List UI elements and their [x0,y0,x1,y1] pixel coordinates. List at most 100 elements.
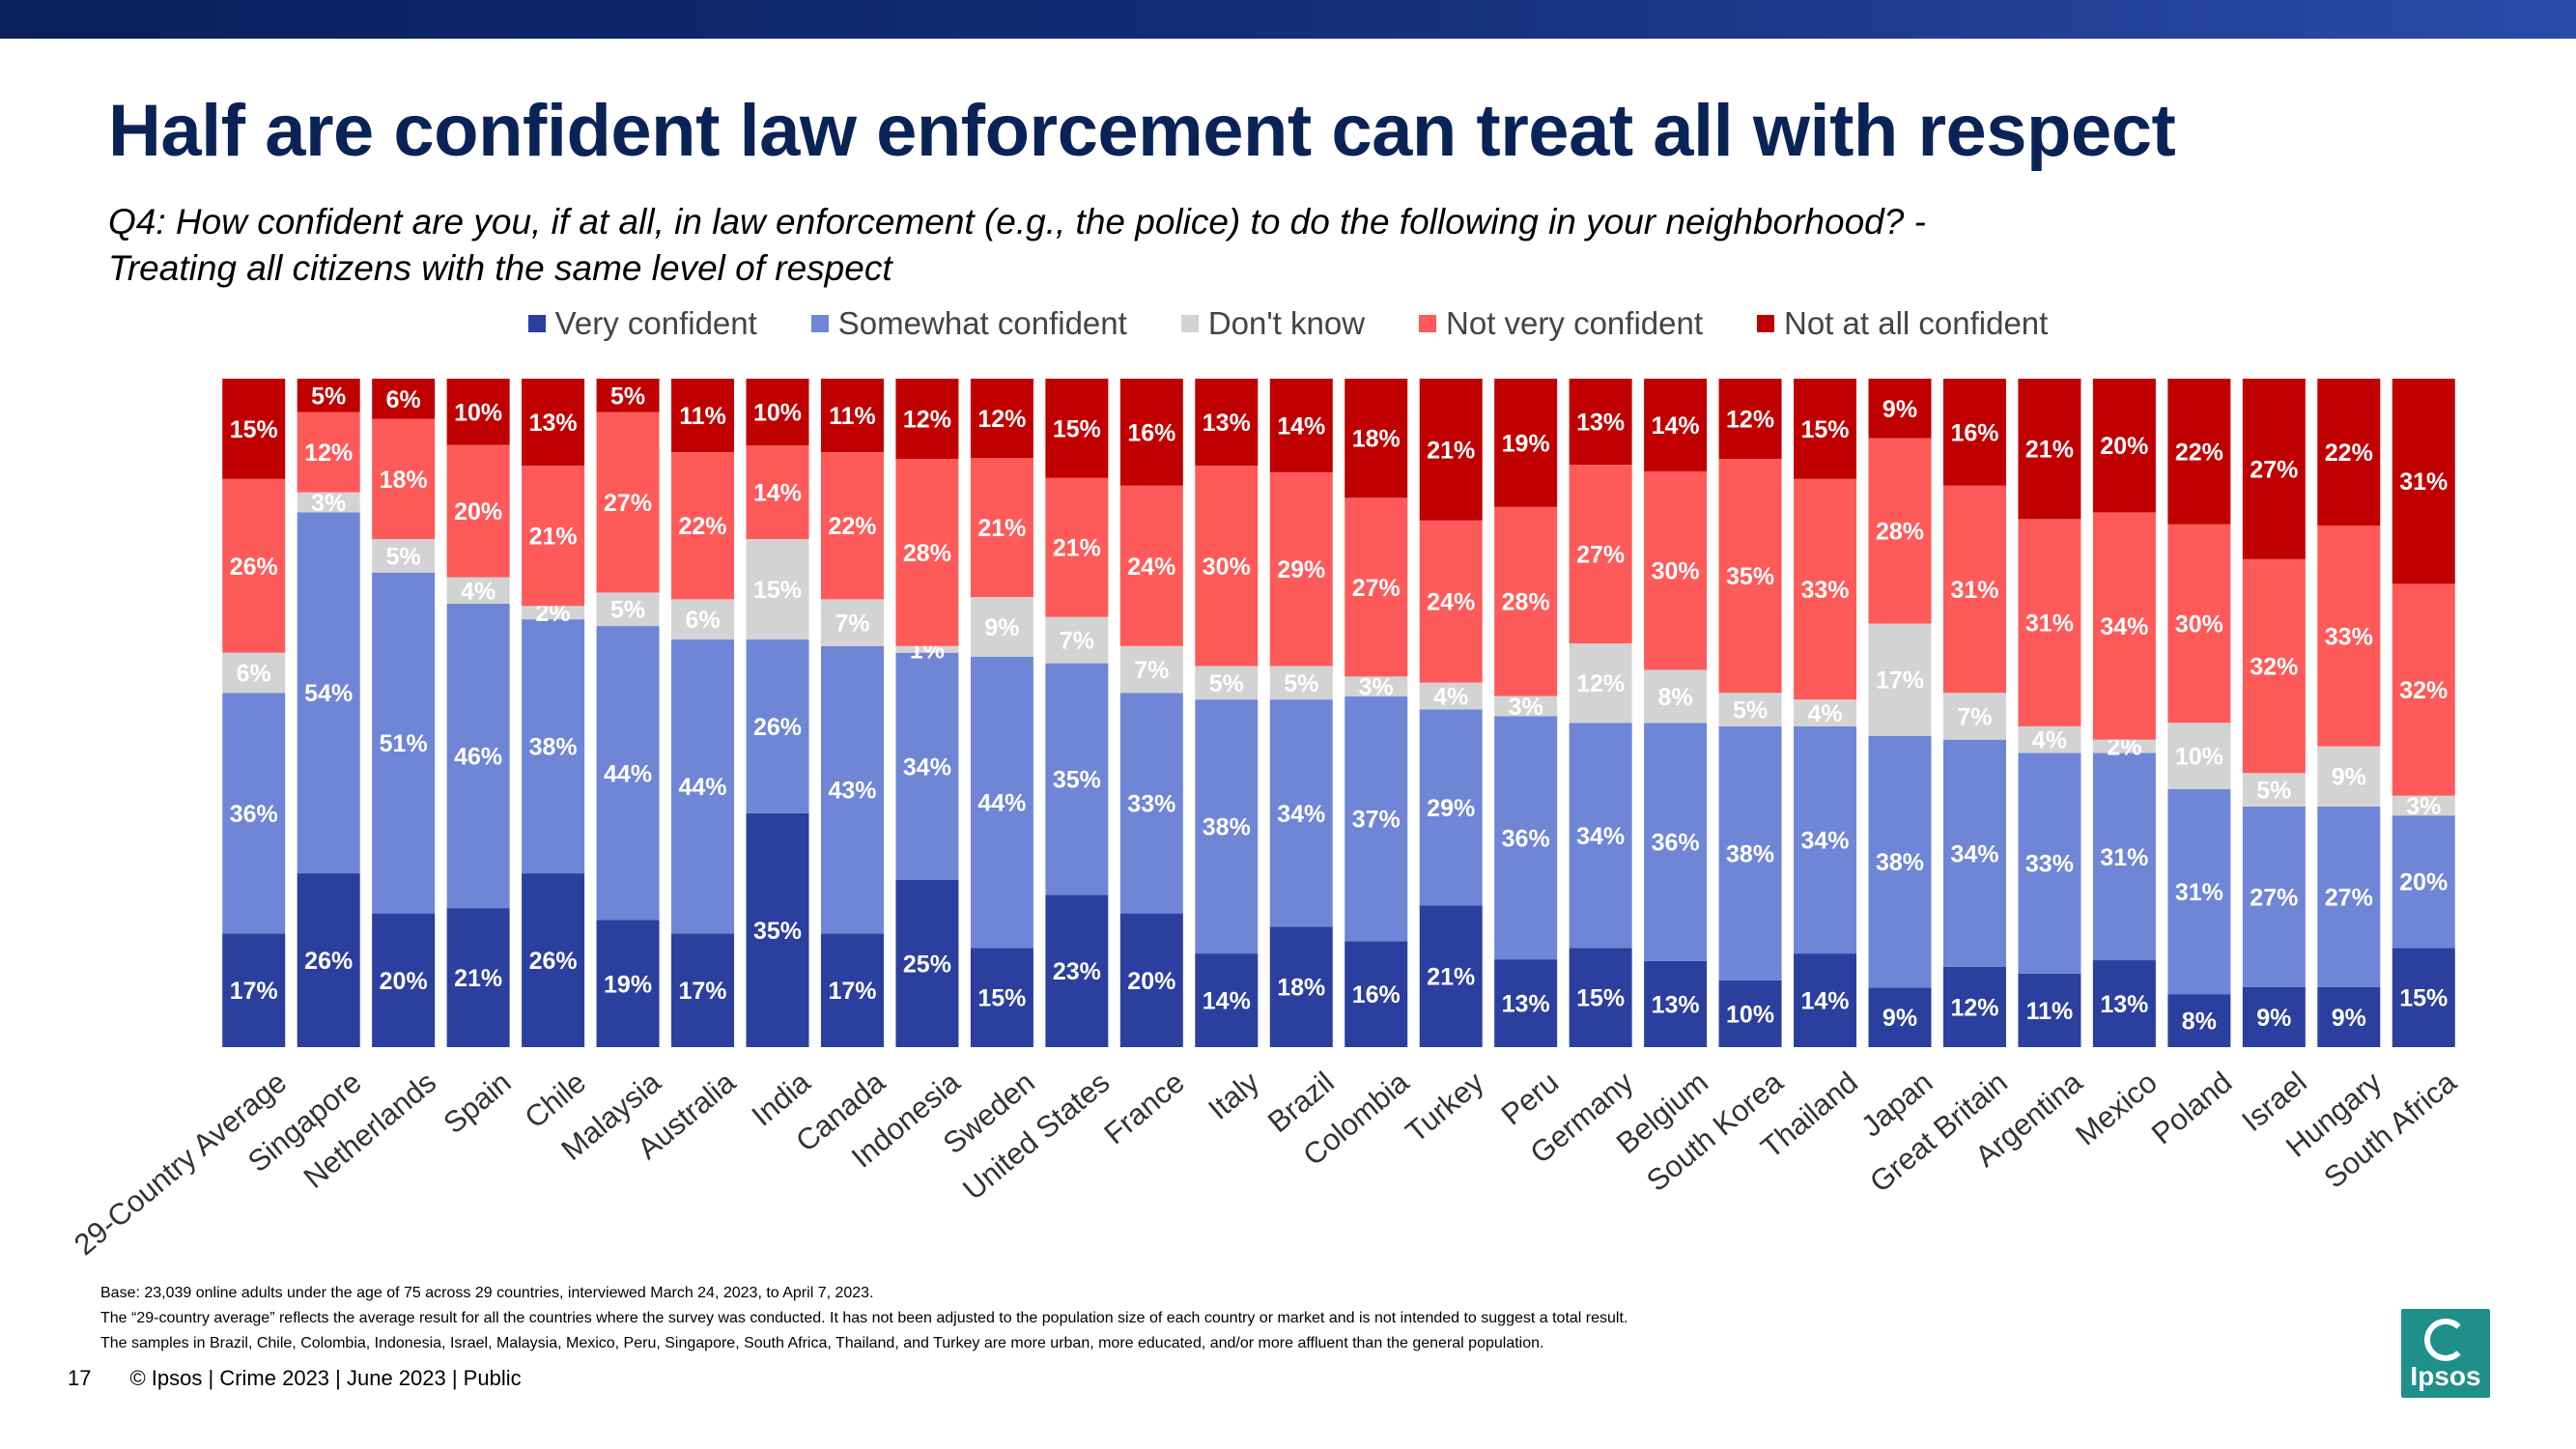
bar-dontknow-8 [820,599,884,646]
legend-item-notatall: Not at all confident [1757,301,2048,346]
bar-notvery-0 [222,478,286,653]
bar-notvery-27 [2242,558,2306,774]
bar-dontknow-15 [1345,676,1408,696]
data-label-notatall-18: 13% [1576,410,1625,437]
legend-label-very: Very confident [554,305,757,341]
bar-somewhat-4 [522,619,585,874]
data-label-notatall-26: 22% [2175,439,2223,466]
bar-somewhat-11 [1045,663,1109,895]
data-label-notvery-26: 30% [2175,611,2223,639]
bar-notvery-23 [1942,485,2006,694]
data-label-somewhat-16: 29% [1427,795,1475,822]
data-label-very-13: 14% [1203,988,1251,1015]
data-label-notatall-13: 13% [1203,410,1251,437]
data-label-dontknow-1: 3% [311,490,346,517]
data-label-notatall-11: 15% [1053,415,1101,442]
bar-notvery-16 [1419,520,1483,683]
data-label-notatall-5: 5% [610,383,645,410]
bar-somewhat-16 [1419,709,1483,906]
data-label-somewhat-14: 34% [1277,801,1325,828]
legend-swatch-somewhat [810,315,829,332]
data-label-dontknow-22: 17% [1876,668,1924,695]
bar-notatall-8 [820,379,884,453]
bar-notvery-22 [1868,438,1932,624]
data-label-very-1: 26% [304,948,353,975]
bar-notvery-12 [1119,485,1183,646]
data-label-notvery-27: 32% [2250,654,2298,681]
data-label-notvery-8: 22% [828,513,876,540]
bar-notatall-7 [746,379,809,446]
data-label-very-18: 15% [1576,985,1625,1012]
legend-label-somewhat: Somewhat confident [837,305,1127,341]
data-label-somewhat-9: 34% [903,753,951,781]
legend-label-notvery: Not very confident [1446,305,1703,341]
data-label-dontknow-29: 3% [2406,793,2441,820]
bar-notatall-9 [895,379,959,460]
bar-notatall-1 [297,379,360,412]
data-label-notatall-25: 20% [2100,433,2148,460]
data-label-notvery-4: 21% [529,524,578,551]
bar-very-26 [2167,994,2231,1047]
top-banner [0,0,2576,39]
data-label-dontknow-27: 5% [2256,778,2291,805]
data-label-notvery-13: 30% [1203,554,1251,581]
data-label-somewhat-28: 27% [2325,884,2373,911]
bar-dontknow-10 [970,597,1033,657]
data-label-very-12: 20% [1127,968,1175,995]
data-label-somewhat-27: 27% [2250,884,2298,911]
bar-very-5 [596,920,660,1047]
category-label-12: France [1097,1065,1190,1151]
data-label-notatall-9: 12% [903,407,951,434]
data-label-notatall-14: 14% [1277,412,1325,440]
data-label-very-22: 9% [1882,1005,1917,1032]
ipsos-logo: Ipsos [2401,1309,2490,1398]
bar-very-20 [1718,980,1782,1047]
bar-notvery-29 [2392,583,2455,796]
bar-very-13 [1195,953,1259,1047]
data-label-notvery-14: 29% [1277,556,1325,583]
bar-notvery-26 [2167,524,2231,724]
bar-very-2 [372,913,436,1047]
bar-dontknow-28 [2317,746,2381,807]
data-label-notvery-17: 28% [1502,589,1550,616]
bar-notatall-14 [1269,379,1333,472]
data-label-somewhat-6: 44% [679,774,727,801]
data-label-notvery-24: 31% [2025,611,2074,638]
legend-swatch-dontknow [1180,315,1199,332]
data-label-dontknow-18: 12% [1576,670,1625,697]
data-label-very-20: 10% [1726,1001,1774,1028]
category-label-13: Italy [1202,1065,1265,1126]
footnote-base: Base: 23,039 online adults under the age… [100,1285,874,1301]
bar-dontknow-17 [1494,696,1558,717]
bar-somewhat-1 [297,512,360,874]
page-title: Half are confident law enforcement can t… [108,90,2176,172]
question-line-1: Q4: How confident are you, if at all, in… [108,202,1926,242]
page-footer: 17 © Ipsos | Crime 2023 | June 2023 | Pu… [68,1366,522,1391]
data-label-dontknow-24: 4% [2032,727,2067,754]
data-label-somewhat-13: 38% [1203,814,1251,841]
bar-notatall-13 [1195,379,1259,466]
bar-dontknow-29 [2392,795,2455,816]
bar-very-15 [1345,941,1408,1047]
data-label-notatall-10: 12% [977,406,1026,433]
data-label-somewhat-26: 31% [2175,879,2223,906]
data-label-dontknow-11: 7% [1060,628,1094,655]
bar-notvery-8 [820,452,884,600]
data-label-notvery-28: 33% [2325,623,2373,650]
legend-label-dontknow: Don't know [1207,305,1366,341]
bar-notvery-10 [970,458,1033,598]
legend-item-notvery: Not very confident [1419,301,1703,346]
data-label-dontknow-14: 5% [1284,670,1318,697]
bar-notatall-0 [222,379,286,479]
data-label-notvery-19: 30% [1652,558,1700,585]
data-label-dontknow-5: 5% [610,597,645,624]
data-label-very-17: 13% [1502,991,1550,1018]
data-label-notvery-12: 24% [1127,554,1175,581]
ipsos-logo-mark-icon [2424,1319,2467,1361]
data-label-notvery-21: 33% [1801,577,1850,604]
bar-dontknow-12 [1119,645,1183,694]
data-label-notatall-0: 15% [230,416,278,443]
legend-swatch-very [527,315,546,332]
data-label-notatall-2: 6% [386,386,421,413]
data-label-somewhat-15: 37% [1352,807,1401,834]
